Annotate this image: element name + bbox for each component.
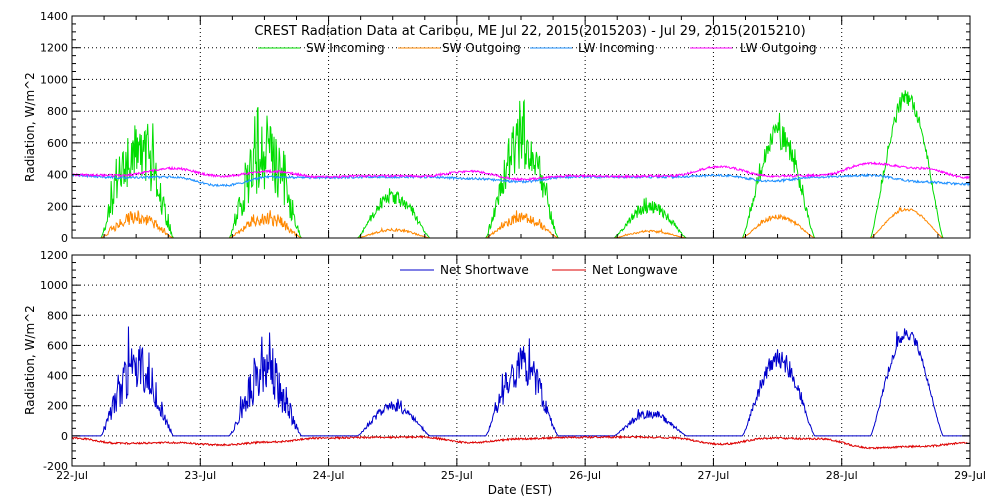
bottom-y-tick-label: 0 [61, 430, 68, 443]
bottom-panel-ticks [71, 254, 971, 467]
top-y-tick-label: 800 [47, 105, 68, 118]
x-tick-label: 24-Jul [313, 469, 345, 482]
top-y-tick-label: 400 [47, 169, 68, 182]
x-axis-title: Date (EST) [488, 483, 552, 497]
net-shortwave-line [72, 326, 970, 437]
legend-top: SW Incoming SW Outgoing LW Incoming LW O… [258, 41, 817, 55]
legend-sw-incoming-label: SW Incoming [306, 41, 385, 55]
x-tick-label: 25-Jul [441, 469, 473, 482]
bottom-panel-series [71, 326, 971, 450]
legend-lw-incoming-label: LW Incoming [578, 41, 655, 55]
top-y-tick-label: 200 [47, 200, 68, 213]
top-y-axis-title: Radiation, W/m^2 [23, 72, 37, 182]
x-tick-label: 27-Jul [697, 469, 729, 482]
legend-lw-outgoing-label: LW Outgoing [740, 41, 817, 55]
lw-outgoing-line [71, 161, 971, 182]
bottom-y-tick-label: 1200 [40, 249, 68, 262]
bottom-y-tick-label: 200 [47, 400, 68, 413]
top-y-tick-label: 1400 [40, 10, 68, 23]
legend-sw-outgoing-label: SW Outgoing [442, 41, 521, 55]
bottom-y-axis-title: Radiation, W/m^2 [23, 305, 37, 415]
x-tick-label: 23-Jul [184, 469, 216, 482]
bottom-panel-y-tick-labels: -200 0 200 400 600 800 1000 1200 [40, 249, 68, 473]
bottom-y-tick-label: 800 [47, 309, 68, 322]
top-y-tick-label: 600 [47, 137, 68, 150]
top-y-tick-label: 0 [61, 232, 68, 245]
top-panel-radiation-components: 0 200 400 600 800 1000 1200 1400 CREST Radiatio… [23, 10, 971, 245]
x-tick-label: 26-Jul [569, 469, 601, 482]
legend-net-shortwave-label: Net Shortwave [440, 263, 529, 277]
chart-title: CREST Radiation Data at Caribou, ME Jul … [254, 24, 805, 39]
top-panel-y-tick-labels: 0 200 400 600 800 1000 1200 1400 [40, 10, 68, 245]
top-y-tick-label: 1200 [40, 42, 68, 55]
x-tick-label: 29-Jul [954, 469, 986, 482]
bottom-y-tick-label: 600 [47, 339, 68, 352]
legend-bottom: Net Shortwave Net Longwave [400, 263, 678, 277]
top-panel-ticks [71, 15, 971, 239]
legend-net-longwave-label: Net Longwave [592, 263, 678, 277]
x-tick-label: 28-Jul [826, 469, 858, 482]
net-longwave-line [71, 434, 971, 450]
bottom-y-tick-label: 400 [47, 370, 68, 383]
top-y-tick-label: 1000 [40, 73, 68, 86]
bottom-panel-net-radiation: -200 0 200 400 600 800 1000 1200 22-Jul 23-Jul 24… [23, 249, 986, 497]
x-tick-label: 22-Jul [56, 469, 88, 482]
bottom-y-tick-label: -200 [43, 460, 68, 473]
x-tick-labels: 22-Jul 23-Jul 24-Jul 25-Jul 26-Jul 27-Jul 28-J… [56, 469, 986, 482]
bottom-y-tick-label: 1000 [40, 279, 68, 292]
